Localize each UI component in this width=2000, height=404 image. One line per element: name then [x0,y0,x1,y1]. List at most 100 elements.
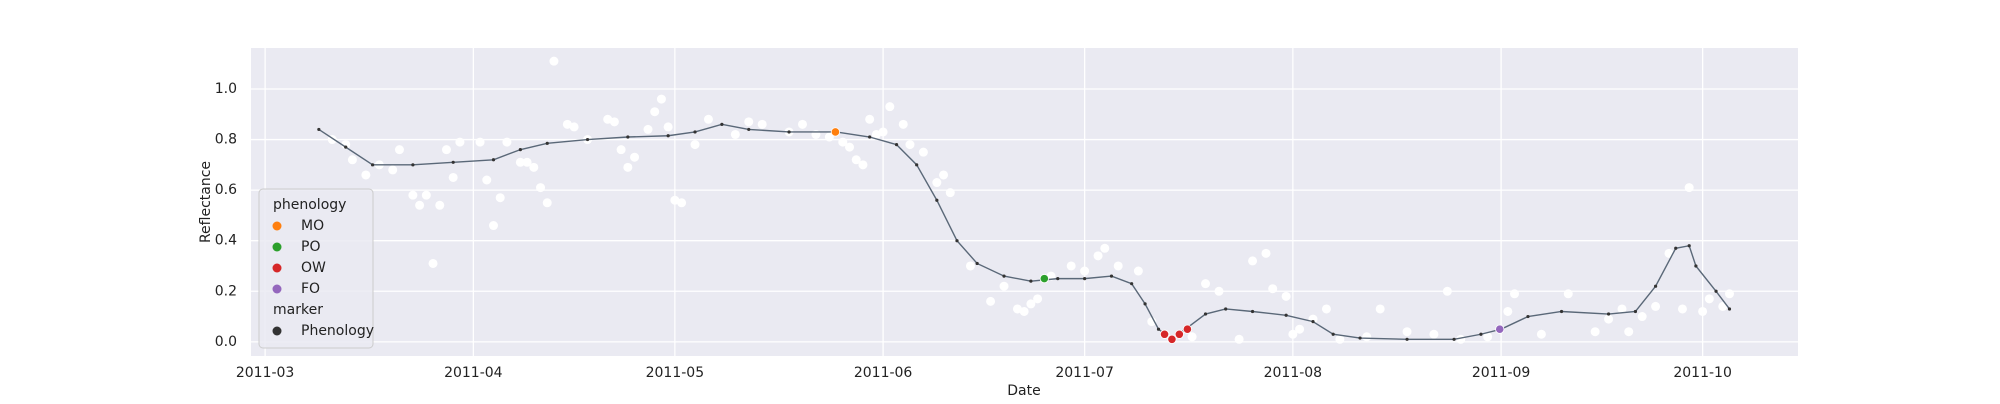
observation-point [1214,286,1224,296]
line-vertex [1203,312,1208,316]
observation-point [677,198,687,208]
line-vertex [1029,279,1033,283]
line-vertex [1714,289,1718,293]
x-tick-label: 2011-03 [236,365,295,381]
observation-point [945,188,955,198]
line-vertex [626,135,630,139]
observation-point [1080,266,1090,276]
line-vertex [1687,244,1691,248]
x-tick-label: 2011-10 [1673,365,1732,381]
observation-point [1261,248,1271,258]
legend-marker [272,242,282,252]
observation-point [388,165,398,175]
line-vertex [894,142,899,147]
phenology-point [1174,329,1184,339]
observation-point [650,107,660,117]
observation-point [616,145,626,155]
line-vertex [545,141,549,145]
observation-point [408,190,418,200]
observation-point [1295,324,1305,334]
observation-point [918,147,928,157]
x-tick-label: 2011-05 [646,365,705,381]
observation-point [1066,261,1076,271]
line-vertex [1311,320,1315,324]
phenology-point [830,127,841,137]
observation-point [1637,312,1647,322]
line-vertex [1674,246,1678,250]
y-tick-label: 0.4 [215,233,237,249]
line-vertex [1250,309,1255,314]
observation-point [415,200,425,210]
observation-point [730,129,740,139]
observation-point [824,132,834,142]
observation-point [703,114,713,124]
observation-point [515,157,525,167]
line-vertex [787,130,791,134]
x-tick-label: 2011-04 [444,365,503,381]
observation-point [744,117,754,127]
line-vertex [915,163,919,167]
observation-point [865,114,875,124]
line-vertex [1156,327,1161,331]
legend-box [258,188,374,349]
line-vertex [975,261,979,266]
observation-point [529,162,539,172]
line-vertex [370,163,375,167]
observation-point [1536,329,1546,339]
line-vertex [451,160,455,164]
observation-point [1375,304,1385,314]
line-vertex [1653,284,1658,288]
line-vertex [935,198,939,202]
observation-point [1563,289,1573,299]
observation-point [1704,294,1714,304]
observation-point [1281,291,1291,301]
observation-point [1664,248,1674,258]
line-vertex [720,122,724,126]
y-axis-label: Reflectance [198,161,214,243]
line-vertex [1056,277,1060,281]
observation-point [1201,279,1211,289]
observation-point [1100,243,1110,253]
observation-point [999,281,1009,291]
line-vertex [1606,312,1611,316]
observation-point [986,296,996,306]
observation-point [858,160,868,170]
observation-point [1288,329,1298,339]
observation-point [1113,261,1123,271]
observation-point [1362,332,1372,342]
observation-point [939,170,949,180]
line-vertex [1479,332,1483,336]
observation-point [838,137,848,147]
plot-area [251,48,1798,356]
observation-point [488,221,498,231]
observation-point [1483,332,1493,342]
line-vertex [666,134,670,138]
observation-point [1268,284,1278,294]
line-vertex [1109,274,1114,278]
line-vertex [1727,307,1732,311]
observation-point [1651,301,1661,311]
line-vertex [518,148,522,152]
observation-point [797,119,807,129]
line-vertex [1224,307,1228,311]
y-tick-label: 0.8 [215,132,237,148]
observation-point [502,137,512,147]
observation-point [1684,183,1694,193]
observation-point [347,155,357,165]
observation-point [1026,299,1036,309]
observation-point [1248,256,1258,266]
y-tick-label: 0.2 [215,283,237,299]
legend-label: PO [301,239,320,255]
observation-point [1624,327,1634,337]
y-tick-label: 0.0 [215,334,237,350]
line-vertex [1143,302,1147,306]
phenology-point [1167,334,1177,344]
observation-point [475,137,485,147]
x-axis-label: Date [1007,383,1040,399]
line-vertex [693,130,697,134]
legend-marker [272,284,282,294]
line-vertex [1559,309,1564,314]
observation-point [1335,334,1345,344]
observation-point [905,140,915,150]
